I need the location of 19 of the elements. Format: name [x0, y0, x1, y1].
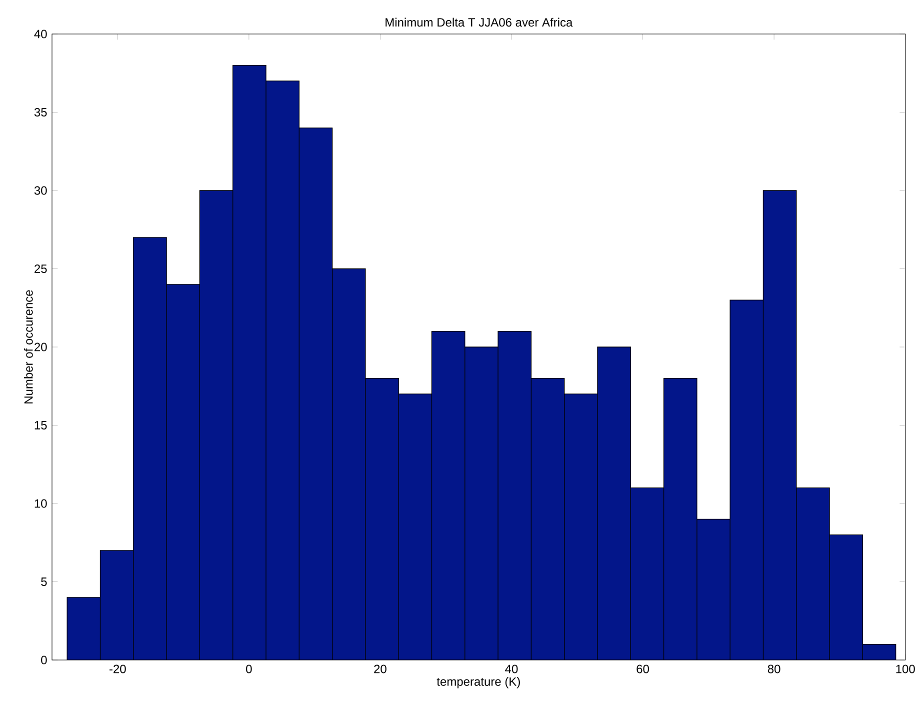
y-tick-label: 30 [34, 186, 47, 195]
y-tick-label: 10 [34, 499, 47, 508]
x-tick-label: 20 [374, 664, 386, 674]
chart-title: Minimum Delta T JJA06 aver Africa [386, 18, 573, 27]
x-tick-label: 100 [896, 664, 915, 674]
y-tick-label: 35 [34, 108, 47, 117]
x-axis-title: temperature (K) [436, 677, 520, 688]
y-tick-label: 40 [34, 30, 47, 38]
x-tick-label: 80 [768, 664, 780, 674]
y-tick-label: 0 [41, 656, 47, 664]
y-tick-label: 20 [34, 342, 47, 352]
x-tick-label: -20 [110, 664, 126, 674]
x-tick-label: 60 [636, 664, 649, 674]
y-tick-label: 5 [41, 578, 47, 586]
y-tick-label: 25 [34, 264, 47, 274]
y-tick-label: 15 [34, 421, 47, 430]
y-axis-title: Number of occurence [24, 290, 33, 404]
x-tick-label: 0 [246, 664, 252, 674]
x-tick-label: 40 [505, 664, 518, 674]
